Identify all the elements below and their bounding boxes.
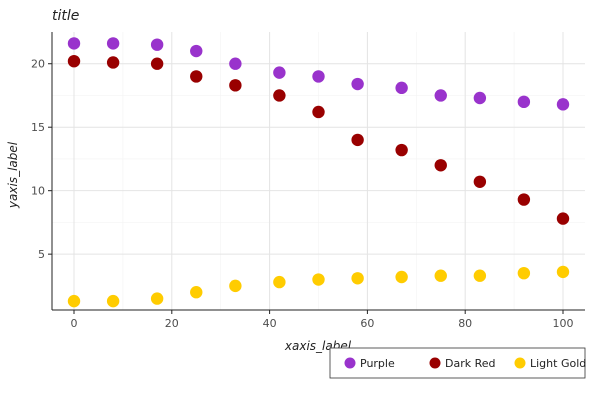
data-point	[150, 292, 164, 305]
data-point	[229, 79, 242, 92]
data-point	[229, 279, 242, 293]
data-point	[556, 98, 570, 111]
legend-swatch	[429, 357, 441, 369]
data-point	[556, 265, 570, 279]
data-point	[473, 91, 487, 105]
data-point	[312, 105, 325, 119]
data-point	[67, 37, 81, 50]
data-point	[473, 269, 487, 282]
series-purple	[67, 37, 570, 111]
data-point	[229, 57, 242, 70]
data-point	[517, 266, 531, 280]
data-point	[190, 286, 203, 299]
data-point	[351, 133, 364, 147]
chart-title: title	[52, 8, 79, 24]
y-tick-label: 10	[31, 185, 45, 198]
data-point	[150, 38, 164, 51]
data-point	[517, 193, 531, 206]
data-point	[150, 57, 164, 70]
data-point	[395, 270, 408, 284]
axes: 0 20 40 60 80 100 5 10 15 20	[31, 32, 585, 330]
data-point	[273, 66, 286, 79]
data-point	[190, 44, 203, 58]
data-point	[106, 37, 120, 50]
x-tick-label: 80	[458, 317, 472, 330]
data-point	[473, 175, 487, 188]
data-point	[434, 159, 447, 172]
data-point	[556, 212, 570, 225]
legend-swatch	[344, 357, 356, 369]
data-point	[190, 70, 203, 83]
data-point	[434, 89, 447, 102]
data-point	[351, 272, 364, 285]
legend-label: Dark Red	[445, 357, 496, 370]
data-marks	[67, 37, 570, 308]
legend-swatch	[514, 357, 526, 369]
y-tick-label: 20	[31, 58, 45, 71]
data-point	[273, 275, 286, 289]
legend-box	[329, 347, 586, 379]
y-tick-label: 5	[38, 248, 45, 261]
data-point	[67, 54, 81, 68]
series-dark-red	[67, 54, 570, 225]
y-axis-label: yaxis_label	[6, 141, 20, 209]
x-tick-label: 20	[165, 317, 179, 330]
data-point	[312, 70, 325, 83]
data-point	[517, 95, 531, 109]
y-tick-label: 15	[31, 121, 45, 134]
grid	[52, 32, 585, 310]
legend-label: Purple	[360, 357, 395, 370]
x-tick-label: 100	[552, 317, 573, 330]
data-point	[106, 56, 120, 69]
data-point	[67, 294, 81, 308]
x-tick-label: 0	[71, 317, 78, 330]
legend-label: Light Gold	[530, 357, 586, 370]
data-point	[351, 77, 364, 91]
x-tick-label: 60	[360, 317, 374, 330]
data-point	[395, 143, 408, 157]
data-point	[434, 269, 447, 282]
legend: Purple Dark Red Light Gold	[329, 347, 586, 379]
data-point	[106, 294, 120, 308]
x-tick-label: 40	[263, 317, 277, 330]
series-light-gold	[67, 265, 570, 308]
data-point	[312, 273, 325, 286]
data-point	[273, 89, 286, 102]
data-point	[395, 81, 408, 95]
